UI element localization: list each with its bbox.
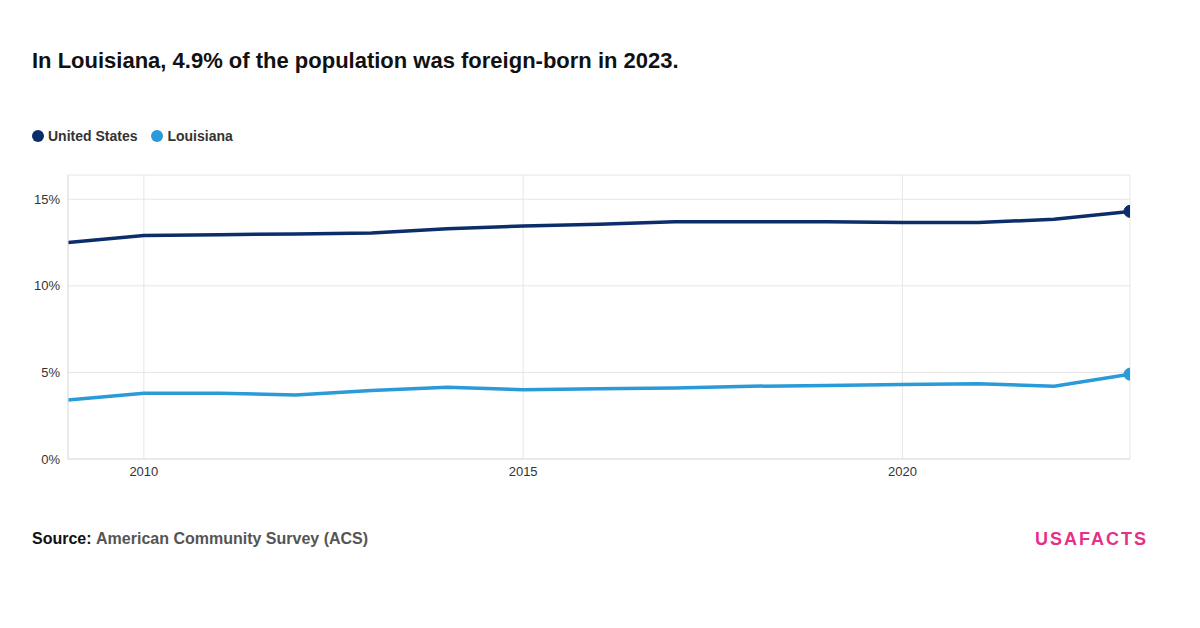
svg-text:10%: 10% [34, 278, 60, 293]
svg-text:5%: 5% [41, 365, 60, 380]
svg-text:2020: 2020 [888, 464, 917, 479]
html-text:In Louisiana, 4.9% of the popu: In Louisiana, 4.9% of the population was… [32, 48, 679, 73]
html-text:United States: United States [48, 128, 138, 144]
html-text:USAFACTS: USAFACTS [1035, 529, 1148, 549]
html-text:Source: American Community Sur: Source: American Community Survey (ACS) [32, 530, 369, 547]
html-text:Louisiana: Louisiana [167, 128, 233, 144]
svg-text:2010: 2010 [129, 464, 158, 479]
svg-text:2015: 2015 [509, 464, 538, 479]
svg-text:0%: 0% [41, 452, 60, 467]
svg-text:15%: 15% [34, 192, 60, 207]
